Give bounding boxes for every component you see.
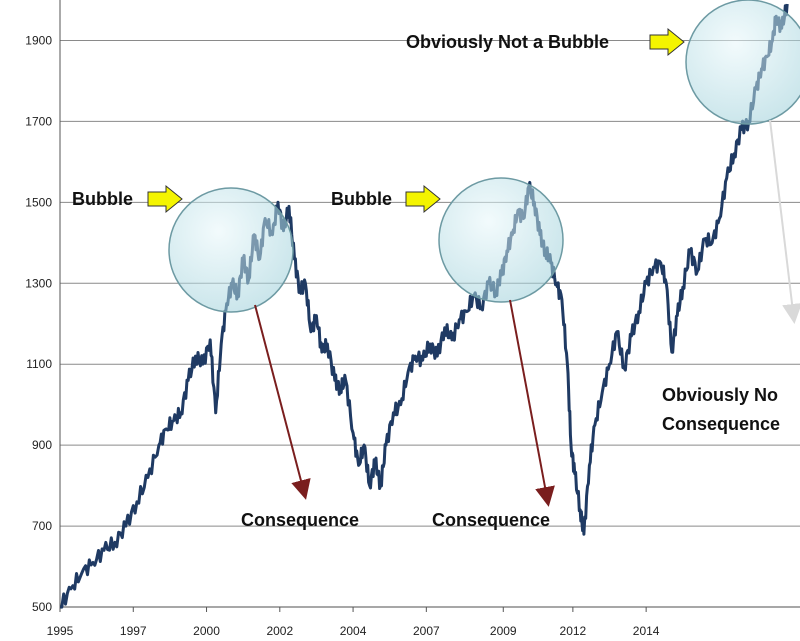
y-tick-label: 1700 [25,114,52,128]
bubble-circle-2000 [168,187,294,313]
consequence-label-1: Consequence [241,510,359,530]
y-tick-label: 1100 [26,357,52,371]
y-tick-label: 1500 [25,195,52,209]
consequence-arrow-1 [254,304,311,500]
x-tick-label: 2012 [560,624,587,638]
bubble-label-2: Bubble [331,189,392,209]
x-tick-label: 2000 [193,624,220,638]
no-consequence-arrow [769,119,800,324]
grid-lines [60,39,800,608]
yellow-arrow-icon-1 [147,184,183,214]
x-tick-label: 2014 [633,624,660,638]
y-tick-label: 700 [32,519,52,533]
yellow-arrow-icon-2 [405,184,441,214]
y-tick-label: 900 [32,438,52,452]
y-axis: 500 700 900 1100 1300 1500 1700 1900 [25,0,61,614]
x-axis: 1995 1997 2000 2002 2004 2007 2009 2012 2014 [47,607,660,638]
consequence-arrow-2 [509,299,555,507]
x-tick-label: 2002 [266,624,293,638]
x-tick-label: 2004 [340,624,367,638]
bubble-circle-2007 [438,177,564,303]
x-tick-label: 2009 [490,624,517,638]
no-consequence-label-2: Consequence [662,414,780,434]
no-consequence-label-1: Obviously No [662,385,778,405]
not-bubble-label: Obviously Not a Bubble [406,32,609,52]
yellow-arrow-icon-3 [649,27,685,57]
y-tick-label: 500 [32,600,52,614]
bubble-circle-2014 [685,0,800,125]
y-tick-label: 1300 [25,276,52,290]
consequence-label-2: Consequence [432,510,550,530]
x-tick-label: 1995 [47,624,74,638]
y-tick-label: 1900 [25,33,52,47]
bubble-label-1: Bubble [72,189,133,209]
x-tick-label: 1997 [120,624,147,638]
x-tick-label: 2007 [413,624,440,638]
series-line [59,3,789,609]
